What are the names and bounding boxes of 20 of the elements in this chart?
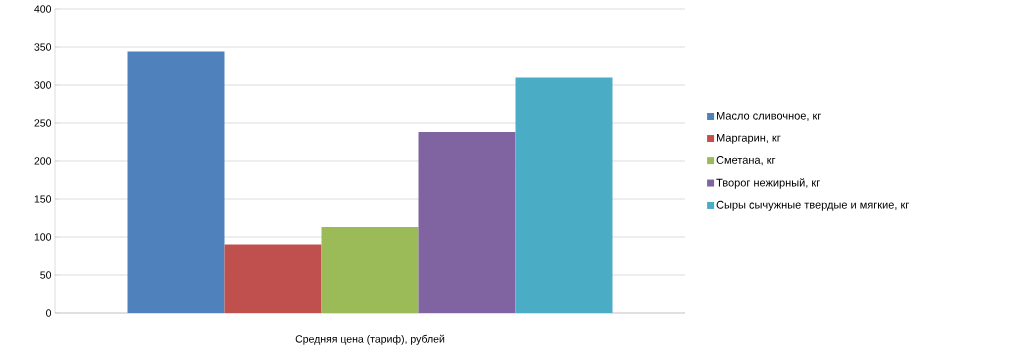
x-tick-label: Средняя цена (тариф), рублей (295, 334, 445, 345)
bar (224, 244, 322, 313)
bar (127, 51, 225, 313)
legend-label: Масло сливочное, кг (716, 111, 821, 121)
legend-label: Сметана, кг (716, 156, 776, 166)
y-tick-label: 200 (34, 157, 52, 165)
bar (515, 77, 613, 313)
legend-label: Маргарин, кг (716, 134, 781, 144)
y-tick-label: 100 (34, 233, 52, 241)
y-tick-label: 300 (34, 81, 52, 89)
y-tick-label: 50 (40, 271, 52, 279)
legend-label: Сыры сычужные твердые и мягкие, кг (716, 200, 909, 211)
y-tick-label: 350 (34, 43, 52, 51)
y-tick-label: 0 (46, 309, 52, 317)
y-tick-label: 400 (34, 5, 52, 13)
y-tick-label: 150 (34, 195, 52, 203)
bar (418, 132, 516, 313)
y-tick-label: 250 (34, 119, 52, 127)
legend-label: Творог нежирный, кг (716, 178, 820, 189)
bar (321, 227, 419, 313)
